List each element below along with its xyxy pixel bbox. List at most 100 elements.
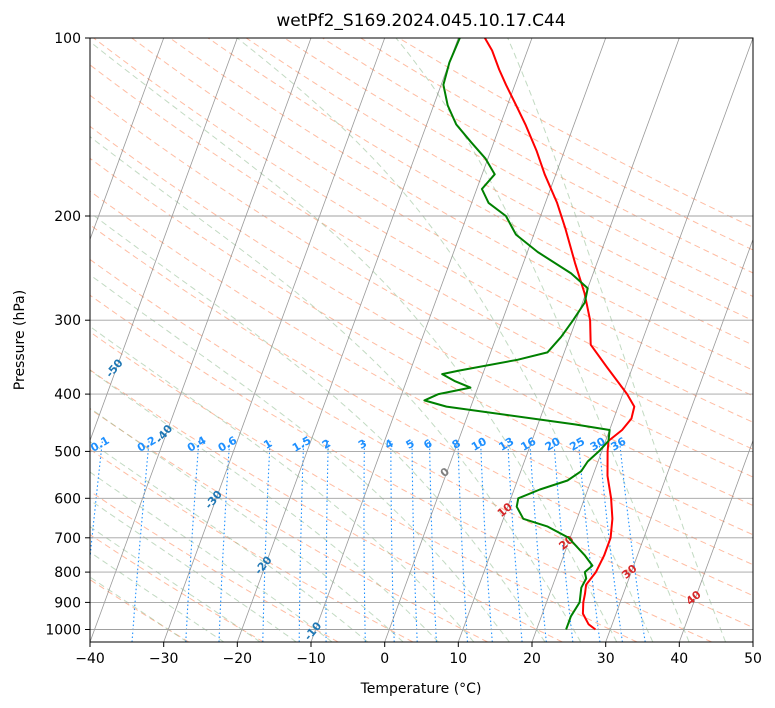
moist-adiabat-line <box>90 471 333 642</box>
moist-adiabat-line <box>90 551 225 642</box>
dry-adiabat-line <box>90 534 264 642</box>
mixing-ratio-line <box>262 440 271 642</box>
mixing-ratio-line <box>363 440 366 642</box>
moist-adiabat-line <box>90 369 439 642</box>
isotherm-line <box>531 38 753 642</box>
x-tick-label: 10 <box>449 651 467 667</box>
moist-adiabat-line <box>507 38 727 642</box>
y-tick-label: 100 <box>54 31 81 47</box>
isotherm-line <box>752 640 753 642</box>
mixing-ratio-line <box>390 440 395 642</box>
dry-adiabat-line <box>322 38 753 274</box>
moist-adiabat-line <box>90 407 404 642</box>
x-axis: −40 −30 −20 −10 0 10 20 30 40 50 <box>75 642 762 667</box>
mixing-ratio-line <box>529 440 547 642</box>
mixing-ratio-line <box>598 440 623 642</box>
dry-adiabat-line <box>398 38 753 228</box>
isotherm-line <box>90 38 165 241</box>
y-tick-label: 700 <box>54 531 81 547</box>
mixing-ratio-label: 25 <box>567 435 587 454</box>
x-tick-label: −40 <box>75 651 105 667</box>
mixing-ratio-line <box>325 440 329 642</box>
moist-adiabat-line <box>236 38 654 642</box>
dry-adiabat-label: -70 <box>4 225 27 249</box>
mixing-ratio-line <box>131 440 150 642</box>
dry-adiabat-line <box>90 294 712 642</box>
dry-adiabat-line <box>245 38 753 322</box>
mixing-ratio-label: 3 <box>356 437 369 452</box>
x-tick-label: 0 <box>380 651 389 667</box>
mixing-ratio-label: 16 <box>519 435 539 454</box>
mixing-ratio-label: 5 <box>404 437 417 452</box>
isotherm-line <box>163 38 386 642</box>
chart-title: wetPf2_S169.2024.045.10.17.C44 <box>276 11 565 31</box>
mixing-ratio-line <box>480 440 493 642</box>
mixing-ratio-line <box>428 440 437 642</box>
moist-adiabat-line <box>90 212 546 642</box>
y-tick-label: 800 <box>54 565 81 581</box>
isotherms <box>90 38 753 642</box>
moist-adiabat-line <box>395 38 690 642</box>
isotherm-line <box>90 38 238 442</box>
y-tick-label: 1000 <box>45 623 81 639</box>
mixing-ratio-lines <box>90 440 646 642</box>
isotherm-line <box>236 38 459 642</box>
isotherm-line <box>605 238 753 642</box>
y-axis: 100 200 300 400 500 600 700 800 900 1000 <box>45 31 90 639</box>
mixing-ratio-line <box>218 440 231 642</box>
y-tick-label: 900 <box>54 595 81 611</box>
moist-adiabat-label: 0 <box>438 465 452 480</box>
moist-adiabats <box>90 38 727 642</box>
dry-adiabat-line <box>90 190 753 566</box>
dry-adiabat-line <box>284 38 753 298</box>
isotherm-line <box>384 38 607 642</box>
mixing-ratio-line <box>185 440 200 642</box>
x-tick-label: 50 <box>744 651 762 667</box>
x-tick-label: 20 <box>523 651 541 667</box>
profiles <box>423 38 636 631</box>
dry-adiabat-line <box>90 448 414 642</box>
mixing-ratio-line <box>618 440 646 642</box>
dry-adiabat-label: -60 <box>53 291 76 315</box>
mixing-ratio-label: 13 <box>496 435 516 454</box>
y-tick-label: 600 <box>54 491 81 507</box>
dry-adiabat-label: -50 <box>103 356 126 380</box>
dry-adiabat-line <box>90 224 753 597</box>
isotherm-line <box>90 38 312 642</box>
y-tick-label: 500 <box>54 444 81 460</box>
mixing-ratio-line <box>90 440 103 564</box>
temperature-profile <box>484 38 636 631</box>
plot-frame <box>89 37 754 643</box>
moist-adiabat-label: 30 <box>620 562 640 582</box>
y-tick-label: 200 <box>54 209 81 225</box>
mixing-ratio-line <box>577 440 601 642</box>
dry-adiabat-label: -20 <box>252 553 275 577</box>
y-axis-label: Pressure (hPa) <box>12 290 28 390</box>
moist-adiabat-line <box>90 274 510 642</box>
mixing-ratio-line <box>298 440 305 642</box>
dry-adiabat-line <box>90 258 753 629</box>
moist-adiabat-line <box>90 41 618 642</box>
mixing-ratio-label: 10 <box>469 435 489 454</box>
mixing-ratio-line <box>411 440 418 642</box>
isotherm-line <box>678 439 753 642</box>
isotherm-line <box>310 38 533 642</box>
dry-adiabat-line <box>90 94 753 478</box>
mixing-ratio-label: 4 <box>383 437 396 452</box>
mixing-ratio-line <box>507 440 523 642</box>
mixing-ratio-line <box>457 440 469 642</box>
x-tick-label: −20 <box>223 651 253 667</box>
dewpoint-profile <box>423 38 611 630</box>
x-tick-label: −30 <box>149 651 179 667</box>
dry-adiabat-line <box>90 408 488 642</box>
mixing-ratio-label: 2 <box>320 437 333 452</box>
dry-adiabat-line <box>360 38 753 251</box>
dry-adiabat-line <box>90 125 753 507</box>
x-tick-label: −10 <box>296 651 326 667</box>
y-tick-label: 400 <box>54 387 81 403</box>
dry-adiabat-line <box>90 369 563 642</box>
moist-adiabat-line <box>90 441 369 642</box>
